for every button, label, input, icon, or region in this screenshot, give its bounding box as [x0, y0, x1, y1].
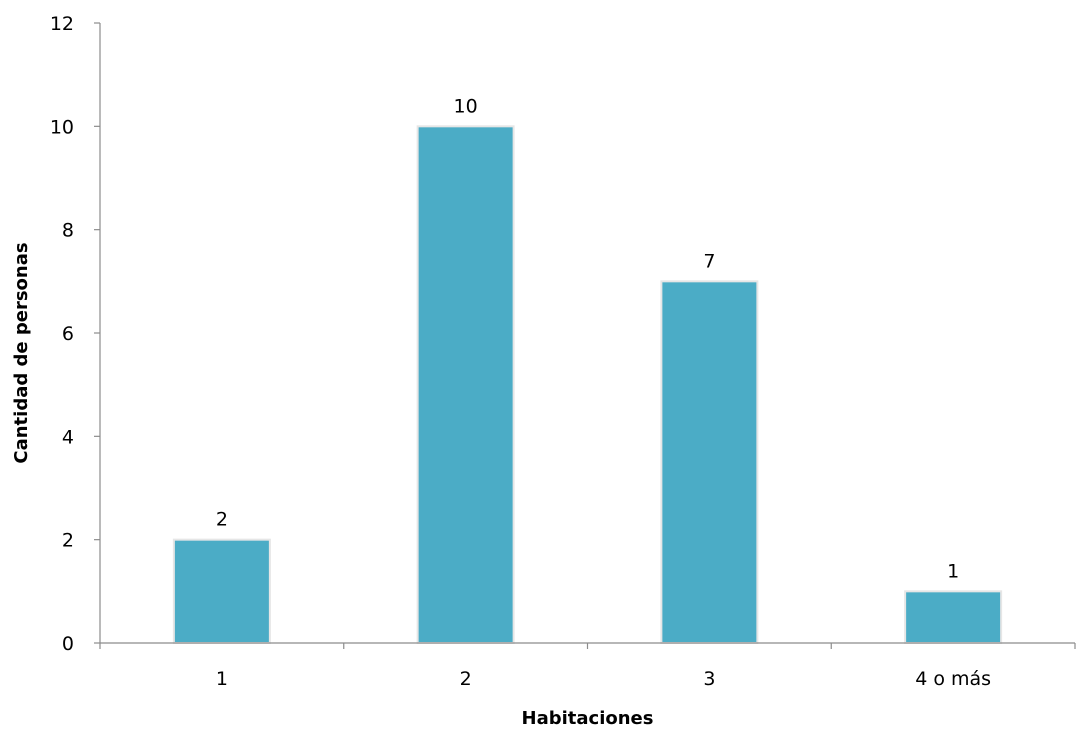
x-tick-label: 3 [703, 668, 715, 690]
x-tick-label: 4 o más [915, 668, 991, 690]
bars: 2 10 7 1 [172, 95, 1003, 645]
y-axis-title: Cantidad de personas [11, 242, 32, 463]
y-tick-label: 4 [62, 426, 74, 448]
y-axis-ticks: 0 2 4 6 8 10 12 [50, 13, 100, 655]
data-label: 7 [703, 250, 715, 272]
data-label: 1 [947, 560, 959, 582]
y-tick-label: 12 [50, 13, 74, 35]
y-tick-label: 6 [62, 323, 74, 345]
bar [416, 125, 515, 645]
x-tick-label: 2 [460, 668, 472, 690]
data-label: 10 [454, 95, 478, 117]
bar [172, 538, 271, 645]
x-axis-ticks: 1 2 3 4 o más [99, 643, 1076, 690]
bar [904, 590, 1003, 644]
y-tick-label: 2 [62, 530, 74, 552]
x-tick-label: 1 [216, 668, 228, 690]
y-tick-label: 8 [62, 220, 74, 242]
bar [660, 280, 759, 644]
y-tick-label: 0 [62, 633, 74, 655]
x-axis-title: Habitaciones [522, 708, 654, 729]
data-label: 2 [216, 509, 228, 531]
y-tick-label: 10 [50, 116, 74, 138]
